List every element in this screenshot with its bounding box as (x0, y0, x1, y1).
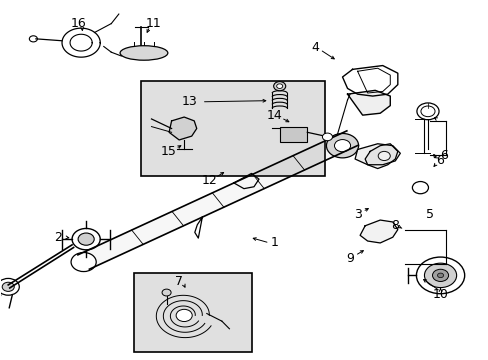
Text: 9: 9 (346, 252, 353, 265)
Text: 1: 1 (270, 237, 278, 249)
Ellipse shape (120, 46, 167, 60)
Text: 6: 6 (436, 154, 444, 167)
Circle shape (0, 278, 19, 295)
Bar (134, 274, 251, 352)
Text: 4: 4 (310, 41, 318, 54)
Circle shape (273, 82, 285, 91)
Circle shape (377, 152, 389, 161)
Text: 2: 2 (55, 231, 62, 244)
Polygon shape (354, 144, 400, 165)
Circle shape (326, 134, 358, 158)
Text: 10: 10 (432, 288, 447, 301)
Bar (141, 81, 324, 176)
Polygon shape (359, 220, 397, 243)
Circle shape (424, 263, 456, 288)
Polygon shape (169, 117, 196, 140)
Text: 6: 6 (440, 149, 447, 162)
Circle shape (276, 84, 282, 89)
Polygon shape (78, 131, 358, 269)
Circle shape (334, 140, 350, 152)
Circle shape (29, 36, 37, 42)
Circle shape (411, 181, 427, 194)
Circle shape (2, 282, 14, 291)
Text: 3: 3 (353, 208, 361, 221)
Text: 11: 11 (146, 17, 162, 30)
Text: 8: 8 (390, 219, 399, 232)
Circle shape (162, 289, 171, 296)
Circle shape (322, 133, 332, 141)
Circle shape (416, 257, 464, 294)
Polygon shape (347, 90, 389, 115)
Circle shape (78, 233, 94, 245)
Circle shape (420, 106, 434, 117)
Bar (279, 127, 306, 142)
Circle shape (431, 269, 447, 282)
Text: 5: 5 (426, 208, 434, 221)
Text: 12: 12 (201, 174, 217, 186)
Text: 13: 13 (181, 95, 197, 108)
Circle shape (71, 252, 96, 271)
Circle shape (416, 103, 438, 120)
Circle shape (437, 273, 443, 278)
Circle shape (176, 309, 192, 321)
Text: 15: 15 (161, 145, 177, 158)
Polygon shape (365, 144, 397, 168)
Circle shape (72, 229, 100, 250)
Text: 16: 16 (71, 17, 86, 30)
Text: 14: 14 (266, 109, 282, 122)
Text: 7: 7 (175, 275, 183, 288)
